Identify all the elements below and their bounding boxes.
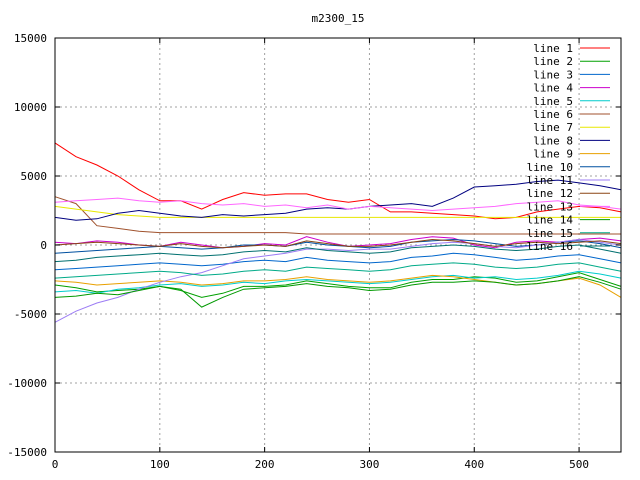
y-tick-label: 10000 bbox=[14, 101, 47, 114]
y-tick-label: -10000 bbox=[7, 377, 47, 390]
series-line-7 bbox=[54, 205, 621, 218]
series-line-11 bbox=[54, 238, 622, 323]
legend-label: line 5 bbox=[533, 95, 573, 108]
y-tick-label: 0 bbox=[40, 239, 47, 252]
x-tick-label: 0 bbox=[52, 458, 59, 471]
y-tick-label: -5000 bbox=[14, 308, 47, 321]
legend-label: line 4 bbox=[533, 82, 573, 95]
legend-label: line 14 bbox=[527, 214, 574, 227]
x-tick-label: 100 bbox=[150, 458, 170, 471]
x-tick-label: 400 bbox=[464, 458, 484, 471]
series-line-16 bbox=[54, 244, 622, 263]
series-line-12 bbox=[54, 238, 622, 249]
y-tick-label: 15000 bbox=[14, 32, 47, 45]
series-line-6 bbox=[54, 196, 621, 235]
legend-label: line 10 bbox=[527, 161, 573, 174]
series-line-8 bbox=[54, 179, 622, 221]
legend-label: line 1 bbox=[533, 42, 573, 55]
series-line-1 bbox=[54, 142, 622, 220]
series-line-5 bbox=[54, 270, 622, 294]
legend-label: line 12 bbox=[527, 187, 573, 200]
legend-label: line 2 bbox=[533, 55, 573, 68]
series-line-15 bbox=[54, 262, 622, 279]
series-line-13 bbox=[54, 197, 622, 212]
legend-label: line 7 bbox=[533, 121, 573, 134]
y-tick-label: -15000 bbox=[7, 446, 47, 459]
legend-label: line 13 bbox=[527, 200, 573, 213]
series-line-9 bbox=[54, 274, 622, 298]
legend-label: line 8 bbox=[533, 134, 573, 147]
series-line-2 bbox=[54, 272, 622, 298]
legend-label: line 6 bbox=[533, 108, 573, 121]
series-line-10 bbox=[54, 238, 622, 254]
series-line-3 bbox=[54, 252, 622, 271]
x-tick-label: 200 bbox=[255, 458, 275, 471]
x-tick-label: 300 bbox=[360, 458, 380, 471]
axis-ticks: 0 100 200 300 400 500 -15000 -10000 -5000 0 5000 10… bbox=[7, 32, 621, 471]
chart-title: m2300_15 bbox=[312, 12, 365, 25]
x-tick-label: 500 bbox=[569, 458, 589, 471]
legend-label: line 16 bbox=[527, 240, 573, 253]
series-group bbox=[54, 142, 622, 323]
y-tick-label: 5000 bbox=[21, 170, 48, 183]
legend-label: line 15 bbox=[527, 227, 573, 240]
series-line-14 bbox=[54, 276, 622, 308]
legend-label: line 9 bbox=[533, 148, 573, 161]
legend-label: line 11 bbox=[527, 174, 573, 187]
legend-label: line 3 bbox=[533, 68, 573, 81]
